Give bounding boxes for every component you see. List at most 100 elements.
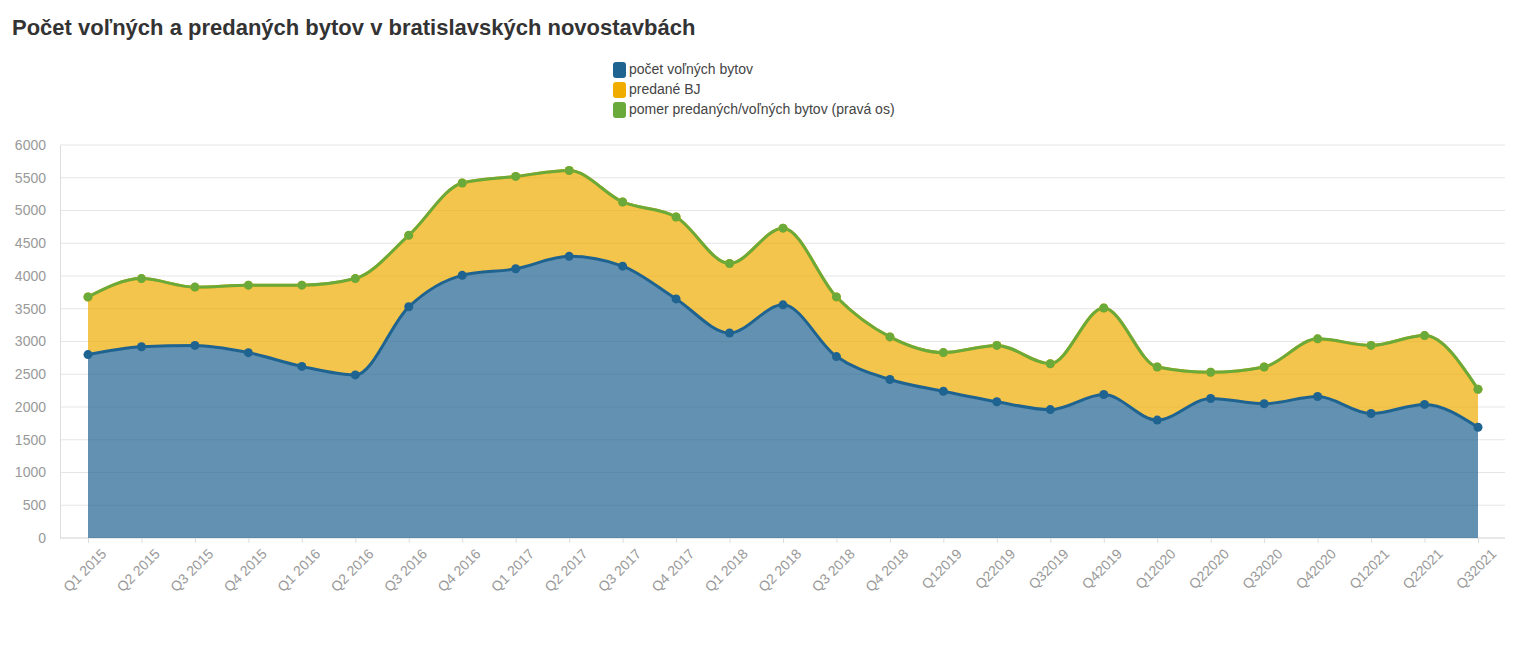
- point: [297, 362, 306, 371]
- point: [190, 283, 199, 292]
- point: [404, 302, 413, 311]
- x-tick-mark: [1264, 538, 1265, 543]
- y-tick-label: 1500: [15, 432, 46, 448]
- point: [1367, 341, 1376, 350]
- point: [1313, 334, 1322, 343]
- point: [1260, 363, 1269, 372]
- point: [618, 197, 627, 206]
- x-tick-label: Q3 2018: [809, 545, 858, 594]
- point: [565, 166, 574, 175]
- point: [137, 274, 146, 283]
- point: [1367, 409, 1376, 418]
- x-tick-mark: [1157, 538, 1158, 543]
- line: [88, 256, 1478, 427]
- x-tick-label: Q1 2017: [488, 545, 537, 594]
- x-tick-mark: [569, 538, 570, 543]
- x-tick-mark: [1050, 538, 1051, 543]
- point: [1206, 368, 1215, 377]
- x-tick: Q1 2017: [488, 538, 537, 595]
- x-tick-mark: [1425, 538, 1426, 543]
- y-tick: 3000: [15, 333, 60, 349]
- x-tick-mark: [248, 538, 249, 543]
- x-tick-mark: [836, 538, 837, 543]
- legend-label: predané BJ: [629, 81, 701, 97]
- point: [297, 281, 306, 290]
- x-tick: Q32019: [1025, 538, 1072, 592]
- x-tick-label: Q3 2017: [595, 545, 644, 594]
- point: [992, 341, 1001, 350]
- y-tick: 4500: [15, 235, 60, 251]
- markers: [84, 252, 1483, 432]
- point: [1099, 390, 1108, 399]
- y-tick-label: 3000: [15, 333, 46, 349]
- y-tick-label: 2500: [15, 366, 46, 382]
- y-tick-label: 1000: [15, 464, 46, 480]
- x-tick-label: Q22021: [1399, 545, 1446, 592]
- line: [88, 171, 1478, 390]
- x-tick: Q12020: [1132, 538, 1179, 592]
- x-tick-label: Q12019: [918, 545, 965, 592]
- area: [88, 171, 1478, 428]
- x-tick: Q1 2018: [702, 538, 751, 595]
- point: [1206, 368, 1215, 377]
- point: [1420, 331, 1429, 340]
- y-tick-label: 5500: [15, 170, 46, 186]
- y-tick-label: 2000: [15, 399, 46, 415]
- x-tick-mark: [409, 538, 410, 543]
- point: [297, 281, 306, 290]
- point: [1099, 304, 1108, 313]
- x-tick: Q3 2017: [595, 538, 644, 595]
- x-tick: Q2 2015: [114, 538, 163, 595]
- point: [244, 348, 253, 357]
- legend-label: počet voľných bytov: [629, 61, 753, 77]
- point: [672, 294, 681, 303]
- x-tick-mark: [1478, 538, 1479, 543]
- point: [1046, 359, 1055, 368]
- y-tick: 1000: [15, 464, 60, 480]
- plot-area: [84, 166, 1483, 538]
- x-tick: Q2 2017: [541, 538, 590, 595]
- point: [885, 332, 894, 341]
- point: [351, 274, 360, 283]
- point: [1046, 405, 1055, 414]
- x-tick: Q32021: [1453, 538, 1500, 592]
- point: [1260, 399, 1269, 408]
- y-tick: 6000: [15, 137, 60, 153]
- point: [1046, 359, 1055, 368]
- x-tick-label: Q22020: [1186, 545, 1233, 592]
- x-tick-mark: [943, 538, 944, 543]
- grid: [60, 145, 1505, 538]
- x-tick-label: Q2 2017: [541, 545, 590, 594]
- x-tick: Q2 2016: [327, 538, 376, 595]
- point: [1153, 363, 1162, 372]
- point: [1206, 394, 1215, 403]
- x-tick-label: Q4 2015: [221, 545, 270, 594]
- y-axis: 0500100015002000250030003500400045005000…: [15, 137, 61, 546]
- point: [1474, 385, 1483, 394]
- point: [779, 300, 788, 309]
- point: [565, 166, 574, 175]
- point: [84, 350, 93, 359]
- x-tick: Q4 2017: [648, 538, 697, 595]
- x-tick-label: Q4 2018: [862, 545, 911, 594]
- point: [404, 231, 413, 240]
- point: [672, 213, 681, 222]
- point: [672, 213, 681, 222]
- x-tick-mark: [141, 538, 142, 543]
- markers: [84, 166, 1483, 394]
- legend-label: pomer predaných/voľných bytov (pravá os): [629, 101, 895, 117]
- point: [458, 271, 467, 280]
- y-tick-label: 6000: [15, 137, 46, 153]
- point: [84, 292, 93, 301]
- x-tick-mark: [355, 538, 356, 543]
- point: [725, 328, 734, 337]
- grid-line: [60, 210, 1505, 211]
- x-tick: Q12021: [1346, 538, 1393, 592]
- point: [137, 274, 146, 283]
- x-tick-label: Q2 2018: [755, 545, 804, 594]
- y-tick: 5000: [15, 202, 60, 218]
- point: [1153, 416, 1162, 425]
- y-tick-label: 0: [38, 530, 46, 546]
- x-tick-label: Q32019: [1025, 545, 1072, 592]
- x-tick-label: Q2 2015: [114, 545, 163, 594]
